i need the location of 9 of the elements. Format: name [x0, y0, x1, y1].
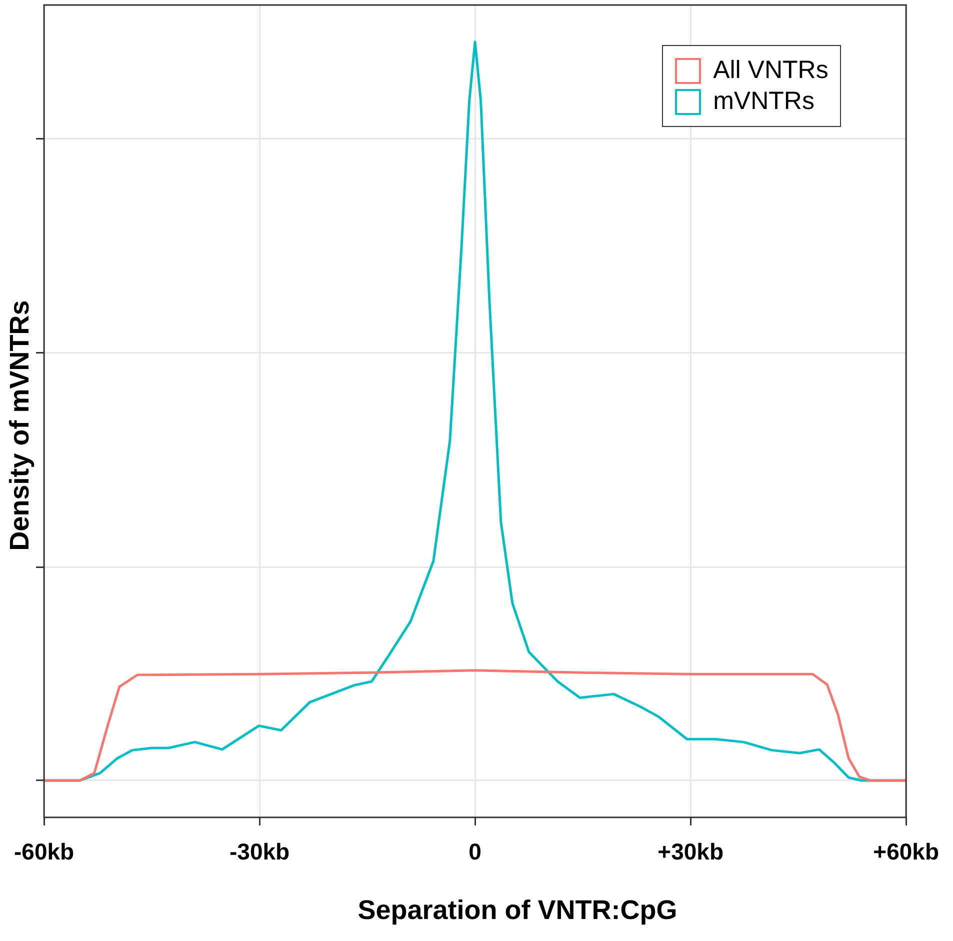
x-tick-label: 0: [468, 838, 482, 865]
x-tick-label: -60kb: [14, 838, 74, 865]
y-axis-title: Density of mVNTRs: [4, 299, 36, 553]
legend-label: mVNTRs: [713, 87, 814, 116]
x-tick-label: +60kb: [873, 838, 939, 865]
x-tick-label: -30kb: [230, 838, 290, 865]
x-axis-title: Separation of VNTR:CpG: [356, 895, 678, 926]
legend-label: All VNTRs: [713, 56, 828, 85]
x-tick-label: +30kb: [658, 838, 724, 865]
